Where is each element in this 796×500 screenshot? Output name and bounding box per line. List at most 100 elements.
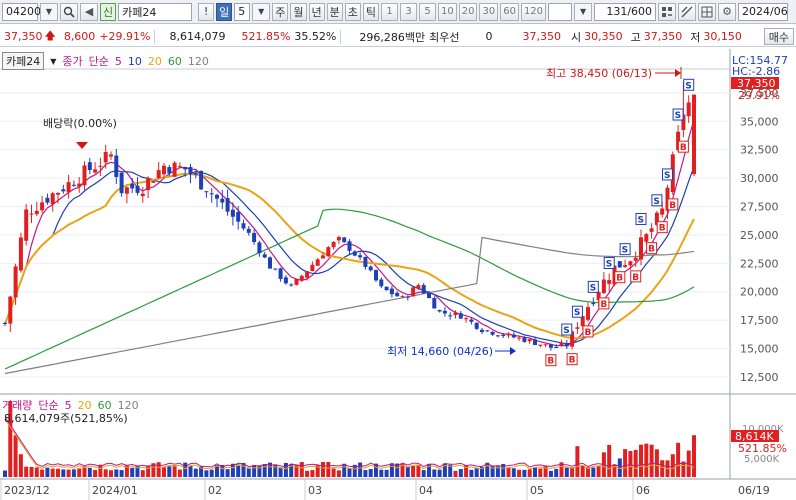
candle-body: [421, 285, 426, 294]
gear-icon[interactable]: ⚙: [718, 2, 737, 21]
grid-icon[interactable]: [698, 2, 717, 21]
custom-interval-field[interactable]: [548, 2, 573, 21]
period-day-button[interactable]: 일: [216, 2, 233, 21]
period-dropdown-icon[interactable]: ▼: [252, 2, 271, 21]
interval-20-button[interactable]: 20: [458, 2, 478, 21]
volume-bar: [204, 470, 209, 477]
data-count-field[interactable]: 131/600: [594, 2, 657, 21]
candle-body: [56, 192, 60, 195]
volume-bar: [347, 468, 352, 477]
change-value: 8,600: [63, 30, 96, 43]
interval-60-button[interactable]: 60: [500, 2, 519, 21]
prev-arrow-icon[interactable]: ◀: [80, 2, 98, 21]
custom-interval-dropdown-icon[interactable]: ▼: [574, 2, 593, 21]
volume-bar: [501, 463, 506, 477]
high-label: 고: [630, 30, 641, 44]
legend-dropdown-icon[interactable]: ▼: [50, 56, 57, 66]
period-month-button[interactable]: 월: [290, 2, 307, 21]
sell-signal-icon: S: [603, 256, 615, 269]
candle-body: [241, 223, 246, 229]
volume-bar: [527, 469, 532, 477]
period-week-button[interactable]: 주: [272, 2, 289, 21]
search-icon[interactable]: [60, 2, 78, 21]
volume-bar: [119, 470, 124, 477]
volume-bar: [495, 466, 500, 477]
sell-signal-icon: S: [672, 108, 684, 121]
info-button[interactable]: !: [198, 2, 215, 21]
volume-bar: [93, 469, 98, 477]
volume-bar: [146, 465, 151, 477]
candle-body: [554, 347, 559, 349]
signal-letter: S: [622, 246, 628, 256]
candle-body: [34, 210, 39, 215]
candle-body: [3, 322, 7, 324]
volume-bar: [458, 469, 463, 477]
period-number-input[interactable]: 5: [234, 2, 251, 21]
volume-bar: [511, 468, 516, 477]
volume-percent-tag: 521.85%: [738, 442, 787, 455]
grid-settings-icon[interactable]: [658, 2, 677, 21]
signal-box: [603, 256, 615, 269]
interval-3-button[interactable]: 3: [400, 2, 417, 21]
x-tick-label: 06/19: [738, 484, 770, 497]
candle-body: [347, 241, 352, 251]
candle-body: [623, 265, 628, 267]
buy-signal-icon: B: [614, 271, 626, 284]
candle-body: [50, 193, 55, 205]
period-minute-button[interactable]: 분: [326, 2, 343, 21]
candle-body: [474, 322, 479, 329]
interval-5-button[interactable]: 5: [419, 2, 436, 21]
sell-signal-icon: S: [662, 168, 673, 181]
candle-body: [61, 189, 66, 192]
volume-bar: [13, 435, 18, 477]
interval-10-button[interactable]: 10: [438, 2, 457, 21]
chart-area[interactable]: 카페24 ▼ 종가 단순 5 10 20 60 120 거래량 단순 5 20 …: [0, 49, 796, 500]
line-tool-icon[interactable]: [678, 2, 697, 21]
volume-bar: [400, 463, 405, 477]
candle-body: [236, 212, 241, 222]
candle-body: [13, 266, 18, 298]
buy-signal-icon: B: [566, 353, 578, 366]
legend-stock-name[interactable]: 카페24: [2, 52, 45, 70]
x-tick-label: 03: [308, 484, 322, 497]
period-tick-button[interactable]: 틱: [362, 2, 379, 21]
candle-body: [649, 228, 654, 232]
code-dropdown-icon[interactable]: ▼: [40, 2, 58, 21]
stock-code-input[interactable]: 042000: [2, 2, 48, 21]
volume-bar: [310, 470, 315, 477]
period-year-button[interactable]: 년: [308, 2, 325, 21]
volume-bar: [209, 469, 214, 477]
sell-signal-icon: S: [571, 305, 583, 318]
interval-1-button[interactable]: 1: [381, 2, 398, 21]
volume-bar: [336, 470, 341, 477]
date-field[interactable]: 2024/06: [738, 2, 789, 21]
price-chart-svg[interactable]: 37,500 35,000 32,500 30,000 27,500 25,000 22,5…: [0, 49, 796, 500]
signal-letter: B: [669, 201, 676, 211]
period-second-button[interactable]: 초: [344, 2, 361, 21]
buy-button[interactable]: 매수: [763, 28, 794, 45]
ma5-line: [4, 119, 695, 347]
candle-body: [18, 237, 23, 271]
volume-legend: 거래량 단순 5 20 60 120: [2, 397, 139, 413]
interval-120-button[interactable]: 120: [520, 2, 547, 21]
volume-bar: [8, 401, 13, 477]
candle-body: [501, 334, 506, 337]
candle-body: [437, 309, 442, 312]
interval-30-button[interactable]: 30: [479, 2, 499, 21]
volume-bar: [114, 469, 119, 477]
signal-letter: B: [648, 245, 655, 255]
volume-bar: [98, 464, 103, 477]
candle-body: [469, 319, 474, 322]
y-tick-label: 35,000: [740, 115, 779, 128]
dividend-marker-icon: [76, 142, 88, 149]
candle-body: [257, 242, 262, 254]
y-tick-label: 30,000: [740, 172, 779, 185]
volume-bar: [559, 462, 564, 477]
signal-letter: S: [638, 216, 644, 226]
volume-bar: [103, 469, 108, 477]
candle-body: [103, 151, 108, 163]
sell-signal-icon: S: [651, 194, 663, 207]
stock-name-field[interactable]: 카페24: [118, 2, 193, 21]
signal-letter: B: [680, 143, 687, 153]
